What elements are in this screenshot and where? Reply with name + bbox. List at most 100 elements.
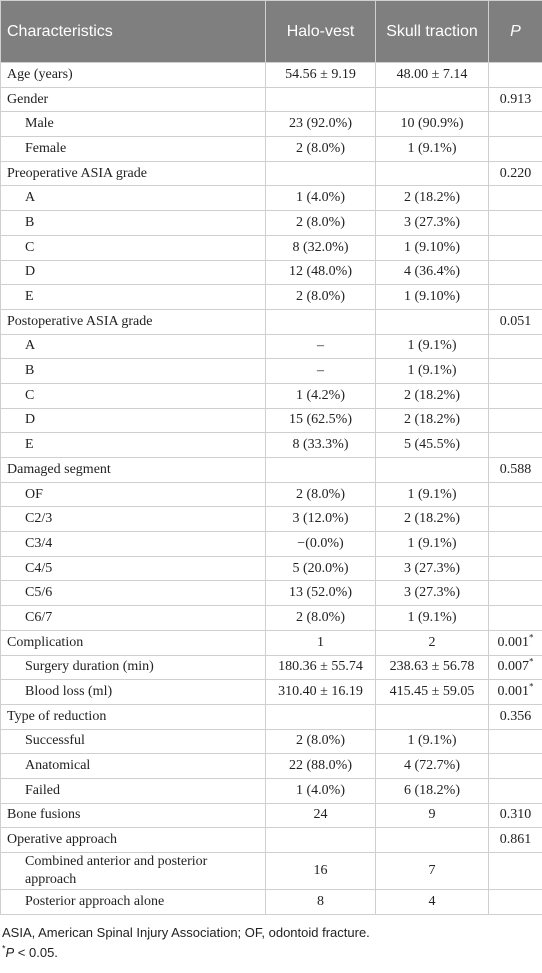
skull-cell: 3 (27.3%)	[375, 555, 489, 582]
p-value: 0.310	[499, 807, 532, 823]
halo-cell: 24	[265, 802, 376, 829]
row-label: Surgery duration (min)	[0, 654, 266, 681]
row-label: Damaged segment	[0, 457, 266, 483]
row-label: Combined anterior and posterior approach	[0, 852, 266, 890]
row-label: C4/5	[0, 555, 266, 582]
empty-cell	[375, 160, 489, 187]
row-label: Postoperative ASIA grade	[0, 308, 266, 335]
empty-cell	[488, 185, 542, 212]
empty-cell	[375, 86, 489, 113]
p-value: 0.007	[497, 659, 530, 675]
table-row: C6/7 2 (8.0%) 1 (9.1%)	[0, 605, 542, 631]
table-row: Posterior approach alone 8 4	[0, 889, 542, 915]
row-label: Complication	[0, 629, 266, 656]
empty-cell	[488, 407, 542, 434]
table-row: D 12 (48.0%) 4 (36.4%)	[0, 259, 542, 286]
table-row: A –1 (9.1%)	[0, 333, 542, 360]
empty-cell	[488, 777, 542, 804]
halo-cell: 23 (92.0%)	[265, 111, 376, 138]
empty-cell	[488, 210, 542, 236]
empty-cell	[488, 753, 542, 779]
empty-cell	[488, 481, 542, 508]
column-header: P	[488, 0, 542, 63]
table-row: Failed 1 (4.0%) 6 (18.2%)	[0, 777, 542, 804]
p-value-cell: 0.051	[488, 308, 542, 335]
row-label: C5/6	[0, 580, 266, 607]
p-value-cell: 0.588	[488, 457, 542, 483]
table-body: Age (years) 54.56 ± 9.19 48.00 ± 7.14 Gende…	[0, 62, 542, 915]
skull-cell: 4 (36.4%)	[375, 259, 489, 286]
halo-cell: 2 (8.0%)	[265, 728, 376, 755]
halo-cell: −(0.0%)	[265, 531, 376, 557]
row-label: Successful	[0, 728, 266, 755]
row-label: Posterior approach alone	[0, 889, 266, 915]
row-label: C6/7	[0, 605, 266, 631]
row-label: Operative approach	[0, 827, 266, 853]
p-value: 0.220	[499, 165, 532, 181]
empty-cell	[265, 457, 376, 483]
footnote: ASIA, American Spinal Injury Association…	[2, 923, 542, 943]
empty-cell	[265, 86, 376, 113]
empty-cell	[488, 111, 542, 138]
skull-cell: 415.45 ± 59.05	[375, 679, 489, 705]
p-value: 0.588	[499, 461, 532, 477]
skull-cell: 1 (9.1%)	[375, 136, 489, 162]
skull-cell: 1 (9.1%)	[375, 531, 489, 557]
table-row: Age (years) 54.56 ± 9.19 48.00 ± 7.14	[0, 62, 542, 88]
empty-cell	[488, 728, 542, 755]
row-label: B	[0, 358, 266, 384]
table-row: Complication 1 2 0.001*	[0, 629, 542, 656]
empty-cell	[488, 259, 542, 286]
table-row: Preoperative ASIA grade 0.220	[0, 160, 542, 187]
halo-cell: –	[265, 333, 376, 360]
empty-cell	[488, 136, 542, 162]
empty-cell	[488, 852, 542, 890]
halo-cell: 5 (20.0%)	[265, 555, 376, 582]
p-value-cell: 0.861	[488, 827, 542, 853]
halo-cell: 15 (62.5%)	[265, 407, 376, 434]
skull-cell: 2 (18.2%)	[375, 382, 489, 409]
halo-cell: 2 (8.0%)	[265, 210, 376, 236]
p-value: 0.861	[499, 832, 532, 848]
skull-cell: 1 (9.1%)	[375, 728, 489, 755]
halo-cell: 310.40 ± 16.19	[265, 679, 376, 705]
empty-cell	[488, 382, 542, 409]
empty-cell	[488, 531, 542, 557]
empty-cell	[265, 160, 376, 187]
p-value-cell: 0.001*	[488, 679, 542, 705]
empty-cell	[265, 827, 376, 853]
p-value: 0.001	[497, 634, 530, 650]
footnotes: ASIA, American Spinal Injury Association…	[0, 923, 542, 963]
row-label: Bone fusions	[0, 802, 266, 829]
table-row: OF 2 (8.0%) 1 (9.1%)	[0, 481, 542, 508]
empty-cell	[488, 62, 542, 88]
row-label: Anatomical	[0, 753, 266, 779]
halo-cell: 12 (48.0%)	[265, 259, 376, 286]
table-row: C4/5 5 (20.0%) 3 (27.3%)	[0, 555, 542, 582]
skull-cell: 6 (18.2%)	[375, 777, 489, 804]
row-label: C3/4	[0, 531, 266, 557]
empty-cell	[488, 506, 542, 533]
halo-cell: 8 (33.3%)	[265, 432, 376, 458]
column-header: Skull traction	[375, 0, 489, 63]
halo-cell: 2 (8.0%)	[265, 284, 376, 310]
table-row: Blood loss (ml) 310.40 ± 16.19 415.45 ± 59…	[0, 679, 542, 705]
skull-cell: 238.63 ± 56.78	[375, 654, 489, 681]
p-value-cell: 0.007*	[488, 654, 542, 681]
p-value: 0.001	[497, 684, 530, 700]
empty-cell	[375, 703, 489, 730]
halo-cell: 54.56 ± 9.19	[265, 62, 376, 88]
halo-cell: 13 (52.0%)	[265, 580, 376, 607]
column-header: Characteristics	[0, 0, 266, 63]
table-row: Type of reduction 0.356	[0, 703, 542, 730]
table-row: B –1 (9.1%)	[0, 358, 542, 384]
row-label: Male	[0, 111, 266, 138]
halo-cell: –	[265, 358, 376, 384]
halo-cell: 1 (4.0%)	[265, 777, 376, 804]
halo-cell: 8 (32.0%)	[265, 234, 376, 261]
skull-cell: 3 (27.3%)	[375, 580, 489, 607]
skull-cell: 10 (90.9%)	[375, 111, 489, 138]
row-label: E	[0, 284, 266, 310]
